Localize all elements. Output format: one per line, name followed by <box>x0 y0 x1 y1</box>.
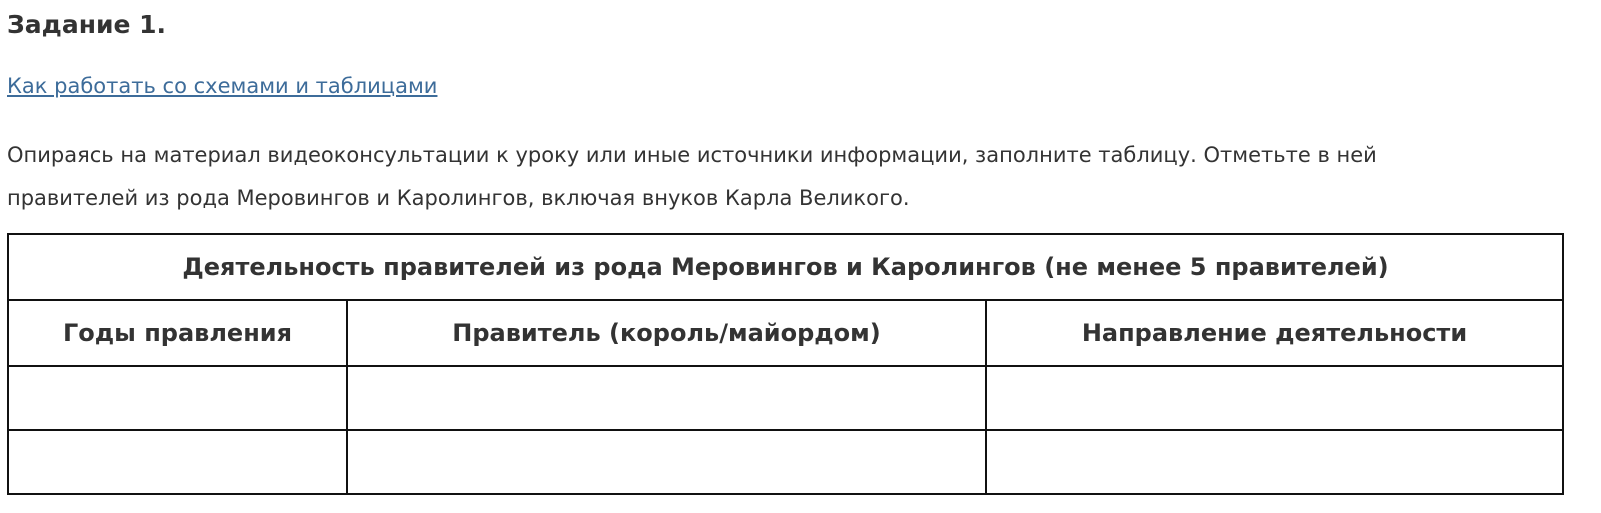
table-row <box>7 429 1564 495</box>
table-row <box>7 365 1564 431</box>
column-header-years: Годы правления <box>7 299 348 367</box>
rulers-table: Деятельность правителей из рода Меровинг… <box>7 233 1564 495</box>
table-caption: Деятельность правителей из рода Меровинг… <box>7 233 1564 301</box>
table-cell-ruler[interactable] <box>346 365 987 431</box>
help-link[interactable]: Как работать со схемами и таблицами <box>7 74 438 98</box>
instructions-text: Опираясь на материал видеоконсультации к… <box>7 143 1377 210</box>
column-header-activity: Направление деятельности <box>985 299 1564 367</box>
table-cell-activity[interactable] <box>985 365 1564 431</box>
task-title: Задание 1. <box>7 10 167 39</box>
table-cell-ruler[interactable] <box>346 429 987 495</box>
table-cell-years[interactable] <box>7 365 348 431</box>
column-header-ruler: Правитель (король/майордом) <box>346 299 987 367</box>
table-cell-years[interactable] <box>7 429 348 495</box>
table-cell-activity[interactable] <box>985 429 1564 495</box>
